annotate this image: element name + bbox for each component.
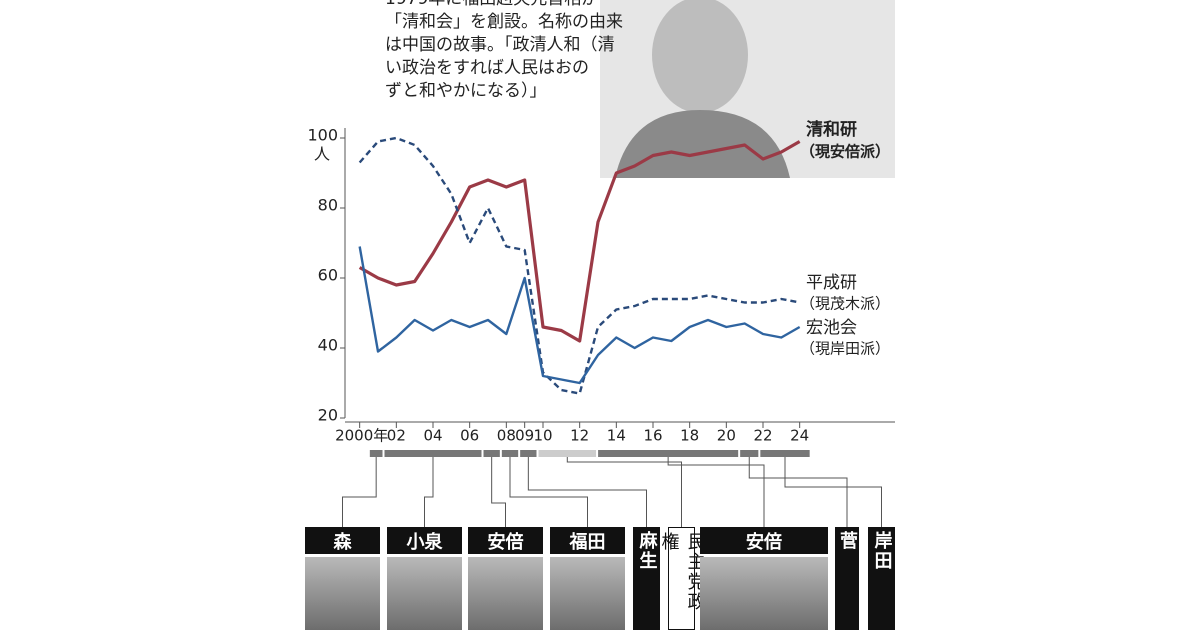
x-tick-label: 2000年 [335, 427, 388, 445]
connector [784, 457, 882, 527]
connector [491, 457, 506, 527]
term-bar [760, 450, 810, 457]
y-tick-label: 20 [318, 406, 338, 425]
connector [509, 457, 588, 527]
pm-photo [550, 557, 625, 630]
series-note: （現安倍派） [800, 143, 890, 161]
x-tick-label: 22 [753, 427, 772, 445]
annotation-line: 「清和会」を創設。名称の由来 [385, 12, 623, 32]
series-label: 清和研 [806, 119, 857, 140]
term-bar [369, 450, 383, 457]
term-bar [598, 450, 739, 457]
term-bar [384, 450, 482, 457]
x-tick-label: 10 [533, 427, 552, 445]
connector [748, 457, 848, 527]
connector [342, 457, 377, 527]
term-bar [501, 450, 519, 457]
y-unit: 人 [314, 145, 330, 164]
pm-label: 安倍 [468, 527, 543, 554]
series-note: （現岸田派） [800, 340, 890, 358]
x-tick-label: 20 [717, 427, 736, 445]
pm-label: 小泉 [387, 527, 462, 554]
series-label: 宏池会 [806, 318, 857, 338]
x-tick-label: 08 [497, 427, 516, 445]
annotation-line: 1979年に福田赳夫元首相が [385, 0, 598, 9]
term-bar [538, 450, 597, 457]
term-bar [740, 450, 759, 457]
pm-photo [468, 557, 543, 630]
annotation-line: は中国の故事。「政清人和（清 [385, 35, 615, 55]
y-tick-label: 60 [318, 266, 338, 285]
annotation-line: い政治をすれば人民はおの [385, 58, 589, 78]
pm-photo [700, 557, 828, 630]
series-line [358, 140, 801, 343]
y-tick-label: 100 [307, 126, 338, 145]
term-bar [520, 450, 537, 457]
term-bar [483, 450, 500, 457]
x-tick-label: 02 [387, 427, 406, 445]
x-tick-label: 24 [790, 427, 809, 445]
connector [667, 457, 765, 527]
pm-label: 民主党政権 [659, 527, 706, 630]
pm-photo [387, 557, 462, 630]
series-line [358, 246, 801, 385]
y-tick-label: 80 [318, 196, 338, 215]
connector [566, 457, 682, 527]
x-tick-label: 06 [460, 427, 479, 445]
x-tick-label: 18 [680, 427, 699, 445]
x-tick-label: 16 [643, 427, 662, 445]
pm-label: 森 [305, 527, 380, 554]
annotation-line: ずと和やかになる）」 [385, 81, 547, 101]
x-tick-label: 09 [515, 427, 534, 445]
x-tick-label: 12 [570, 427, 589, 445]
series-label: 平成研 [806, 273, 857, 293]
connector [527, 457, 647, 527]
connector [424, 457, 434, 527]
pm-label: 菅 [835, 527, 859, 630]
x-tick-label: 04 [423, 427, 442, 445]
x-tick-label: 14 [607, 427, 626, 445]
pm-label: 麻生 [633, 527, 660, 630]
y-tick-label: 40 [318, 336, 338, 355]
pm-label: 安倍 [700, 527, 828, 554]
pm-label: 岸田 [868, 527, 895, 630]
series-line [358, 136, 800, 395]
pm-label: 福田 [550, 527, 625, 554]
series-note: （現茂木派） [800, 295, 890, 313]
pm-photo [305, 557, 380, 630]
